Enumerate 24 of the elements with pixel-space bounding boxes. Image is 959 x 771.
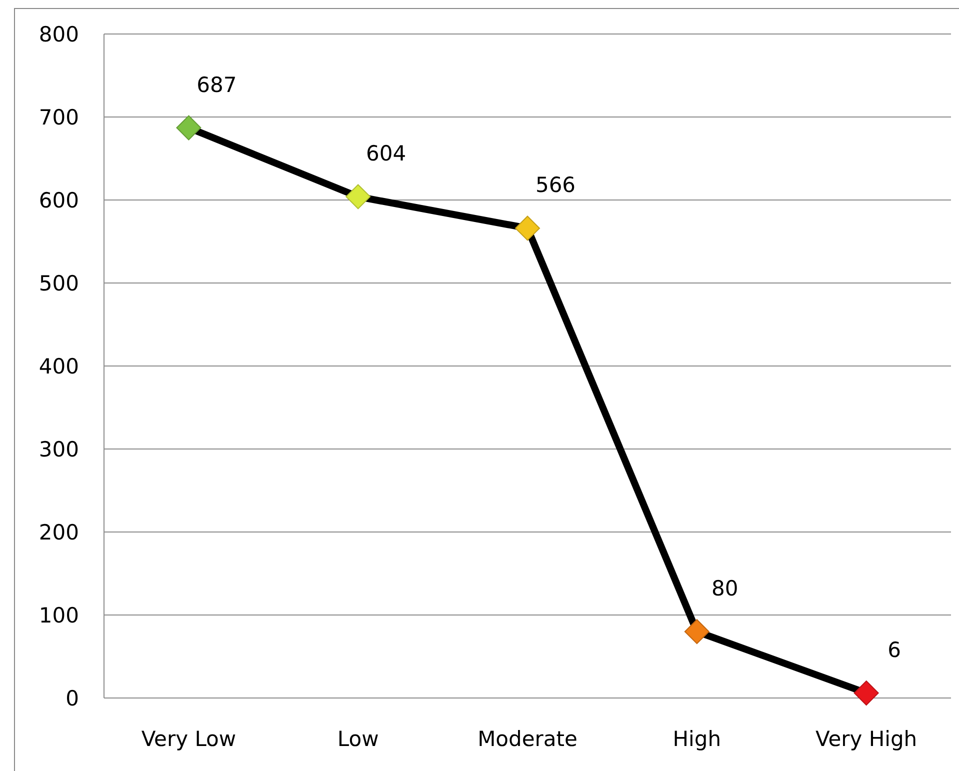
data-label: 604: [366, 142, 406, 166]
x-tick-label: Very Low: [141, 727, 236, 751]
y-tick-label: 200: [38, 520, 79, 544]
y-tick-label: 800: [38, 22, 79, 46]
data-label: 6: [888, 638, 901, 662]
x-tick-label: Low: [337, 727, 379, 751]
point: [684, 619, 710, 644]
y-tick-label: 600: [38, 188, 79, 212]
data-label: 566: [535, 173, 576, 198]
y-tick-label: 0: [66, 686, 79, 710]
point: [854, 680, 879, 706]
y-tick-label: 100: [38, 603, 79, 628]
point: [346, 184, 371, 210]
data-label: 80: [712, 576, 738, 601]
x-tick-label: Very High: [815, 727, 918, 751]
point: [176, 115, 202, 140]
x-tick-label: High: [672, 727, 722, 751]
y-tick-label: 700: [38, 105, 79, 130]
y-tick-label: 400: [38, 354, 79, 378]
point: [515, 216, 540, 241]
x-tick-label: Moderate: [478, 727, 578, 751]
y-tick-label: 300: [38, 437, 79, 462]
data-label: 687: [196, 72, 237, 97]
y-tick-label: 500: [38, 271, 79, 296]
